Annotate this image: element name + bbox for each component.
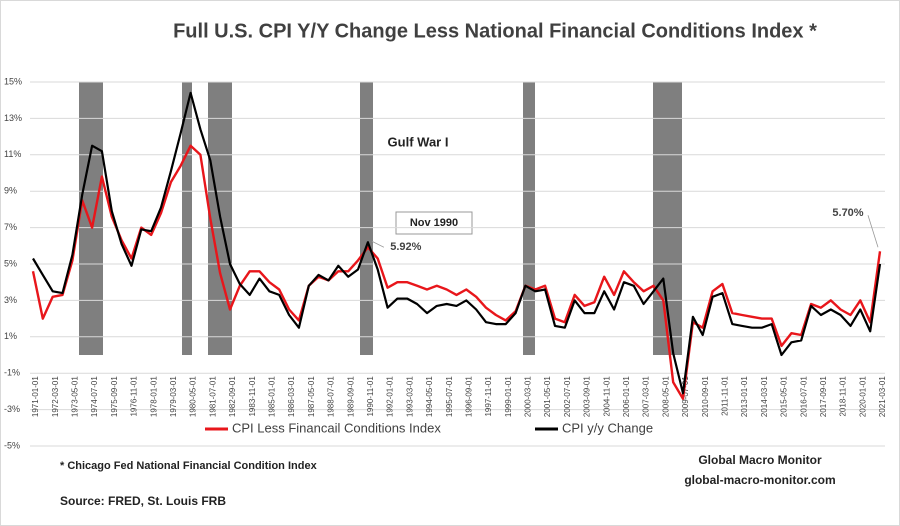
x-tick-label: 2003-09-01 bbox=[583, 376, 592, 417]
y-tick-label: 5% bbox=[4, 258, 17, 268]
x-tick-label: 1979-03-01 bbox=[169, 376, 178, 417]
x-tick-label: 1990-11-01 bbox=[366, 376, 375, 417]
y-tick-label: -1% bbox=[4, 368, 20, 378]
shade bbox=[360, 82, 373, 355]
callout-box bbox=[395, 211, 473, 235]
x-tick-label: 1996-09-01 bbox=[464, 376, 473, 417]
x-tick-label: 2007-03-01 bbox=[642, 376, 651, 417]
y-tick-label: 15% bbox=[4, 76, 22, 86]
x-tick-label: 1988-07-01 bbox=[327, 376, 336, 417]
x-tick-label: 1975-09-01 bbox=[110, 376, 119, 417]
x-tick-label: 2002-07-01 bbox=[563, 376, 572, 417]
y-tick-label: 9% bbox=[4, 186, 17, 196]
x-tick-label: 1983-11-01 bbox=[248, 376, 257, 417]
x-tick-label: 2001-05-01 bbox=[543, 376, 552, 417]
y-tick-label: 7% bbox=[4, 222, 17, 232]
x-tick-label: 1972-03-01 bbox=[51, 376, 60, 417]
recession-shading bbox=[79, 82, 682, 355]
chart-title: Full U.S. CPI Y/Y Change Less National F… bbox=[173, 20, 817, 42]
y-tick-label: 11% bbox=[4, 149, 21, 159]
x-tick-label: 2011-11-01 bbox=[721, 376, 730, 416]
x-tick-label: 1981-07-01 bbox=[208, 376, 217, 417]
y-tick-label: 3% bbox=[4, 295, 17, 305]
annotation: Nov 1990 bbox=[410, 217, 458, 229]
brand: Global Macro Monitor bbox=[698, 453, 822, 467]
x-tick-label: 2006-01-01 bbox=[622, 376, 631, 417]
source: Source: FRED, St. Louis FRB bbox=[60, 494, 226, 508]
x-tick-label: 1982-09-01 bbox=[228, 376, 237, 417]
leader-line bbox=[867, 215, 879, 248]
x-tick-label: 2009-07-01 bbox=[681, 376, 690, 417]
x-tick-label: 2000-03-01 bbox=[524, 376, 533, 417]
x-tick-label: 1985-01-01 bbox=[267, 376, 276, 417]
y-tick-label: -5% bbox=[4, 440, 20, 450]
shade bbox=[79, 82, 103, 355]
x-tick-label: 1992-01-01 bbox=[386, 376, 395, 417]
x-tick-label: 1994-05-01 bbox=[425, 376, 434, 417]
x-tick-label: 1986-03-01 bbox=[287, 376, 296, 417]
x-tick-label: 1971-01-01 bbox=[31, 376, 40, 417]
x-tick-label: 2018-11-01 bbox=[839, 376, 848, 417]
x-tick-label: 2015-05-01 bbox=[780, 376, 789, 417]
x-tick-label: 2014-03-01 bbox=[760, 376, 769, 417]
x-tick-label: 2008-05-01 bbox=[661, 376, 670, 417]
x-tick-label: 2017-09-01 bbox=[819, 376, 828, 417]
data-label: 5.92% bbox=[390, 241, 421, 253]
x-tick-label: 1997-11-01 bbox=[484, 376, 493, 417]
data-label: 5.70% bbox=[832, 207, 863, 219]
shade bbox=[523, 82, 535, 355]
x-tick-label: 1995-07-01 bbox=[445, 376, 454, 417]
x-tick-label: 2020-01-01 bbox=[858, 376, 867, 417]
x-tick-label: 2016-07-01 bbox=[799, 376, 808, 417]
x-tick-label: 1978-01-01 bbox=[149, 376, 158, 417]
legend-label: CPI Less Financail Conditions Index bbox=[232, 420, 441, 435]
y-tick-label: 1% bbox=[4, 331, 17, 341]
shade bbox=[182, 82, 192, 355]
annotation: Gulf War I bbox=[388, 134, 449, 149]
y-tick-label: 13% bbox=[4, 113, 22, 123]
y-tick-label: -3% bbox=[4, 404, 20, 414]
x-tick-label: 2021-03-01 bbox=[878, 376, 887, 417]
x-tick-label: 1976-11-01 bbox=[130, 376, 139, 417]
leader-line bbox=[371, 240, 385, 248]
x-tick-label: 1980-05-01 bbox=[189, 376, 198, 417]
series-line bbox=[31, 144, 882, 400]
website: global-macro-monitor.com bbox=[684, 473, 835, 487]
x-tick-label: 2013-01-01 bbox=[740, 376, 749, 417]
footnote: * Chicago Fed National Financial Conditi… bbox=[60, 460, 318, 472]
x-tick-label: 1973-05-01 bbox=[71, 376, 80, 417]
x-tick-label: 1989-09-01 bbox=[346, 376, 355, 417]
x-tick-label: 1999-01-01 bbox=[504, 376, 513, 417]
x-tick-label: 1993-03-01 bbox=[405, 376, 414, 417]
legend-label: CPI y/y Change bbox=[562, 420, 653, 435]
x-tick-label: 2004-11-01 bbox=[602, 376, 611, 417]
x-tick-label: 1974-07-01 bbox=[90, 376, 99, 417]
x-tick-label: 1987-05-01 bbox=[307, 376, 316, 417]
series-line bbox=[32, 91, 882, 395]
x-tick-label: 2010-09-01 bbox=[701, 376, 710, 417]
